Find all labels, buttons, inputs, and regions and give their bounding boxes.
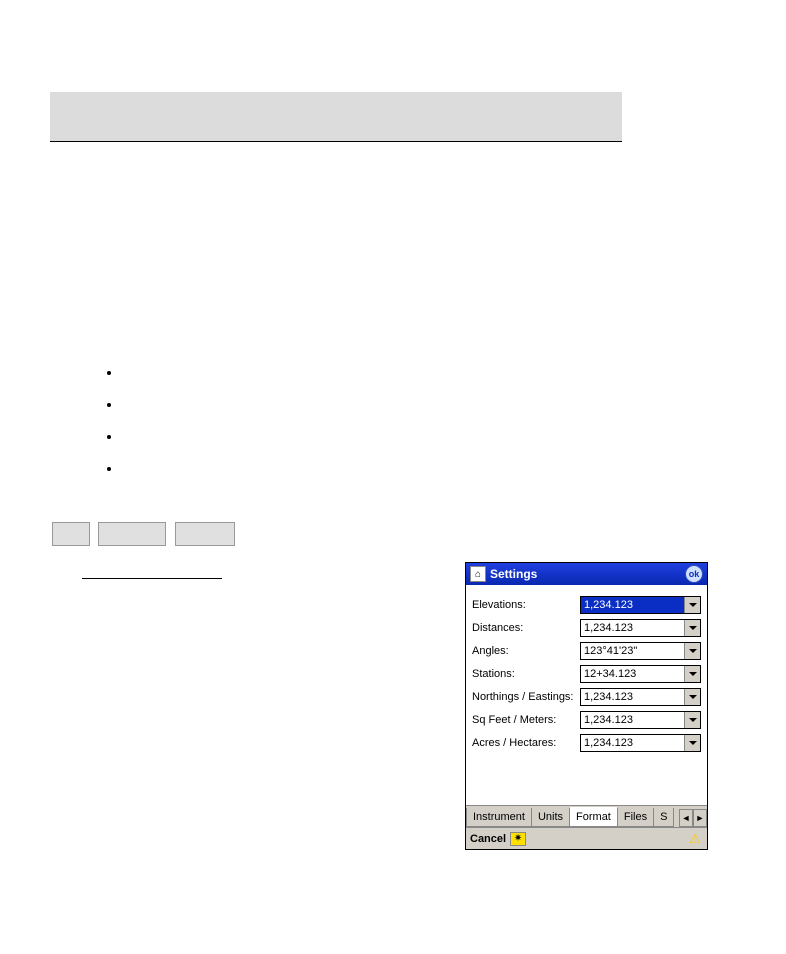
chevron-down-icon[interactable] xyxy=(684,666,700,682)
placeholder-button-2[interactable] xyxy=(98,522,166,546)
underline-divider xyxy=(82,578,222,579)
format-select[interactable]: 1,234.123 xyxy=(580,711,701,729)
form-label: Acres / Hectares: xyxy=(472,737,580,749)
form-row: Stations:12+34.123 xyxy=(472,664,701,684)
form-label: Distances: xyxy=(472,622,580,634)
tab-files[interactable]: Files xyxy=(617,808,654,827)
format-select[interactable]: 123°41'23" xyxy=(580,642,701,660)
form-row: Distances:1,234.123 xyxy=(472,618,701,638)
form-row: Acres / Hectares:1,234.123 xyxy=(472,733,701,753)
select-value: 1,234.123 xyxy=(581,599,684,611)
tab-scroll: ◄ ► xyxy=(679,809,707,827)
window-title: Settings xyxy=(490,567,685,581)
ok-button[interactable]: ok xyxy=(685,565,703,583)
app-icon: ⌂ xyxy=(470,566,486,582)
form-row: Sq Feet / Meters:1,234.123 xyxy=(472,710,701,730)
star-icon[interactable]: ✷ xyxy=(510,832,526,846)
chevron-down-icon[interactable] xyxy=(684,689,700,705)
select-value: 1,234.123 xyxy=(581,622,684,634)
chevron-down-icon[interactable] xyxy=(684,735,700,751)
placeholder-button-3[interactable] xyxy=(175,522,235,546)
format-select[interactable]: 12+34.123 xyxy=(580,665,701,683)
format-select[interactable]: 1,234.123 xyxy=(580,688,701,706)
settings-window: ⌂ Settings ok Elevations:1,234.123Distan… xyxy=(465,562,708,850)
tab-scroll-left[interactable]: ◄ xyxy=(679,809,693,827)
titlebar: ⌂ Settings ok xyxy=(466,563,707,585)
chevron-down-icon[interactable] xyxy=(684,712,700,728)
form-label: Sq Feet / Meters: xyxy=(472,714,580,726)
select-value: 12+34.123 xyxy=(581,668,684,680)
cancel-button[interactable]: Cancel xyxy=(470,833,506,845)
tab-strip: InstrumentUnitsFormatFilesS ◄ ► xyxy=(466,805,707,827)
form-area: Elevations:1,234.123Distances:1,234.123A… xyxy=(466,585,707,805)
bottom-bar: Cancel ✷ ⚠ xyxy=(466,827,707,849)
form-label: Stations: xyxy=(472,668,580,680)
chevron-down-icon[interactable] xyxy=(684,597,700,613)
format-select[interactable]: 1,234.123 xyxy=(580,619,701,637)
tab-instrument[interactable]: Instrument xyxy=(466,808,532,827)
header-bar xyxy=(50,92,622,142)
select-value: 1,234.123 xyxy=(581,714,684,726)
form-label: Northings / Eastings: xyxy=(472,691,580,703)
select-value: 1,234.123 xyxy=(581,737,684,749)
tab-scroll-right[interactable]: ► xyxy=(693,809,707,827)
format-select[interactable]: 1,234.123 xyxy=(580,734,701,752)
form-row: Angles:123°41'23" xyxy=(472,641,701,661)
form-label: Angles: xyxy=(472,645,580,657)
form-row: Northings / Eastings:1,234.123 xyxy=(472,687,701,707)
select-value: 123°41'23" xyxy=(581,645,684,657)
format-select[interactable]: 1,234.123 xyxy=(580,596,701,614)
tab-units[interactable]: Units xyxy=(531,808,570,827)
chevron-down-icon[interactable] xyxy=(684,620,700,636)
form-row: Elevations:1,234.123 xyxy=(472,595,701,615)
chevron-down-icon[interactable] xyxy=(684,643,700,659)
button-row xyxy=(52,522,239,546)
bullet-list xyxy=(82,364,122,492)
tab-format[interactable]: Format xyxy=(569,807,618,827)
placeholder-button-1[interactable] xyxy=(52,522,90,546)
select-value: 1,234.123 xyxy=(581,691,684,703)
tab-s[interactable]: S xyxy=(653,808,674,827)
warning-icon: ⚠ xyxy=(687,832,703,846)
form-label: Elevations: xyxy=(472,599,580,611)
